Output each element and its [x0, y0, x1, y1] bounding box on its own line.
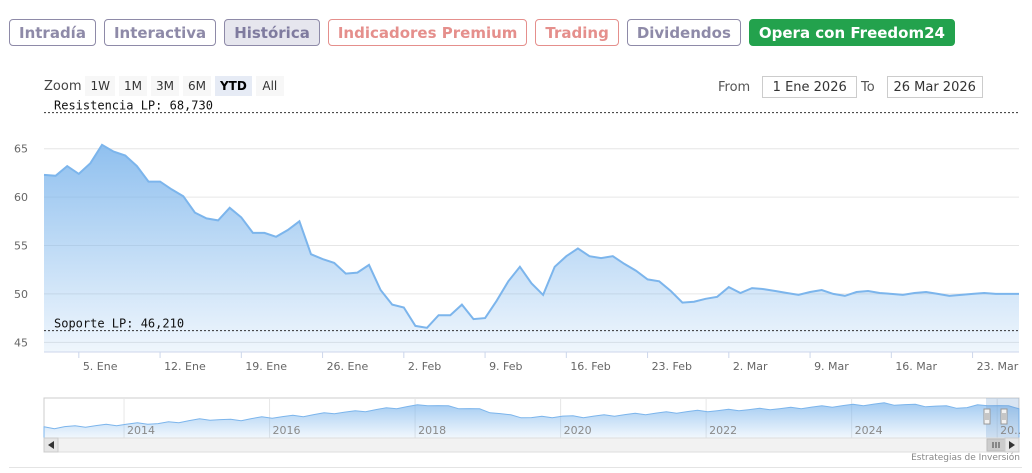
- y-tick-label: 50: [14, 288, 28, 301]
- navigator: 2014 2016 2018 2020 2022 2024 20..: [43, 397, 1021, 439]
- zoom-6m-button[interactable]: 6M: [182, 76, 211, 96]
- navigator-left-handle[interactable]: [983, 408, 991, 425]
- opera-freedom24-button[interactable]: Opera con Freedom24: [748, 19, 955, 46]
- to-label: To: [861, 79, 875, 95]
- navigator-year-label: 2024: [855, 424, 883, 437]
- level-label: Resistencia LP: 68,730: [54, 99, 213, 113]
- series-line: [43, 143, 1019, 329]
- y-tick-label: 60: [14, 191, 28, 204]
- chart-tabs: Intradía Interactiva Histórica Indicador…: [9, 19, 963, 46]
- tab-dividendos[interactable]: Dividendos: [626, 19, 741, 46]
- x-tick-label: 16. Feb: [570, 360, 610, 373]
- x-tick-label: 23. Feb: [652, 360, 692, 373]
- x-axis-ticks: 5. Ene 12. Ene 19. Ene 26. Ene 2. Feb 9. Feb 1…: [44, 351, 1019, 373]
- series-area: [44, 144, 1019, 352]
- navigator-year-label: 2022: [709, 424, 737, 437]
- date-range-to: To: [861, 76, 983, 98]
- zoom-label: Zoom: [44, 78, 82, 94]
- tab-indicadores-premium[interactable]: Indicadores Premium: [327, 19, 528, 46]
- zoom-selector: Zoom 1W 1M 3M 6M YTD All: [44, 76, 288, 96]
- x-tick-label: 12. Ene: [164, 360, 206, 373]
- zoom-ytd-button[interactable]: YTD: [214, 76, 252, 96]
- x-tick-label: 2. Mar: [733, 360, 768, 373]
- tab-historica[interactable]: Histórica: [224, 19, 320, 46]
- y-axis-ticks: 45 50 55 60 65: [14, 143, 28, 350]
- chart-credit[interactable]: Estrategias de Inversión: [911, 453, 1020, 463]
- zoom-1w-button[interactable]: 1W: [85, 76, 115, 96]
- date-range-from: From: [718, 76, 858, 98]
- level-label: Soporte LP: 46,210: [54, 317, 184, 331]
- x-tick-label: 26. Ene: [327, 360, 369, 373]
- x-tick-label: 16. Mar: [895, 360, 937, 373]
- zoom-all-button[interactable]: All: [255, 76, 284, 96]
- navigator-year-labels: 2014 2016 2018 2020 2022 2024 20..: [127, 424, 1021, 437]
- y-tick-label: 45: [14, 336, 28, 349]
- navigator-right-handle[interactable]: [1000, 408, 1008, 425]
- tab-interactiva[interactable]: Interactiva: [103, 19, 217, 46]
- navigator-year-label: 2016: [273, 424, 301, 437]
- zoom-1m-button[interactable]: 1M: [118, 76, 147, 96]
- navigator-year-label: 2018: [418, 424, 446, 437]
- bottom-divider: [9, 467, 1022, 468]
- from-date-input[interactable]: [762, 76, 858, 98]
- arrow-right-icon: [1009, 441, 1015, 449]
- navigator-year-label: 2020: [564, 424, 592, 437]
- arrow-left-icon: [48, 441, 54, 449]
- x-tick-label: 23. Mar: [977, 360, 1019, 373]
- x-tick-label: 5. Ene: [83, 360, 118, 373]
- x-tick-label: 2. Feb: [408, 360, 441, 373]
- navigator-year-label: 2014: [127, 424, 155, 437]
- navigator-area: [43, 402, 1020, 439]
- tab-trading[interactable]: Trading: [535, 19, 619, 46]
- scrollbar: [43, 437, 1020, 453]
- support-resistance-levels: Resistencia LP: 68,730 Soporte LP: 46,210: [44, 99, 1019, 332]
- x-tick-label: 19. Ene: [245, 360, 287, 373]
- tab-intradia[interactable]: Intradía: [9, 19, 96, 46]
- x-tick-label: 9. Feb: [489, 360, 522, 373]
- y-tick-label: 55: [14, 240, 28, 253]
- from-label: From: [718, 79, 751, 95]
- x-tick-label: 9. Mar: [814, 360, 849, 373]
- scrollbar-track[interactable]: [43, 437, 1020, 453]
- y-tick-label: 65: [14, 143, 28, 156]
- to-date-input[interactable]: [886, 76, 983, 98]
- zoom-3m-button[interactable]: 3M: [150, 76, 179, 96]
- navigator-year-label: 20..: [1000, 424, 1021, 437]
